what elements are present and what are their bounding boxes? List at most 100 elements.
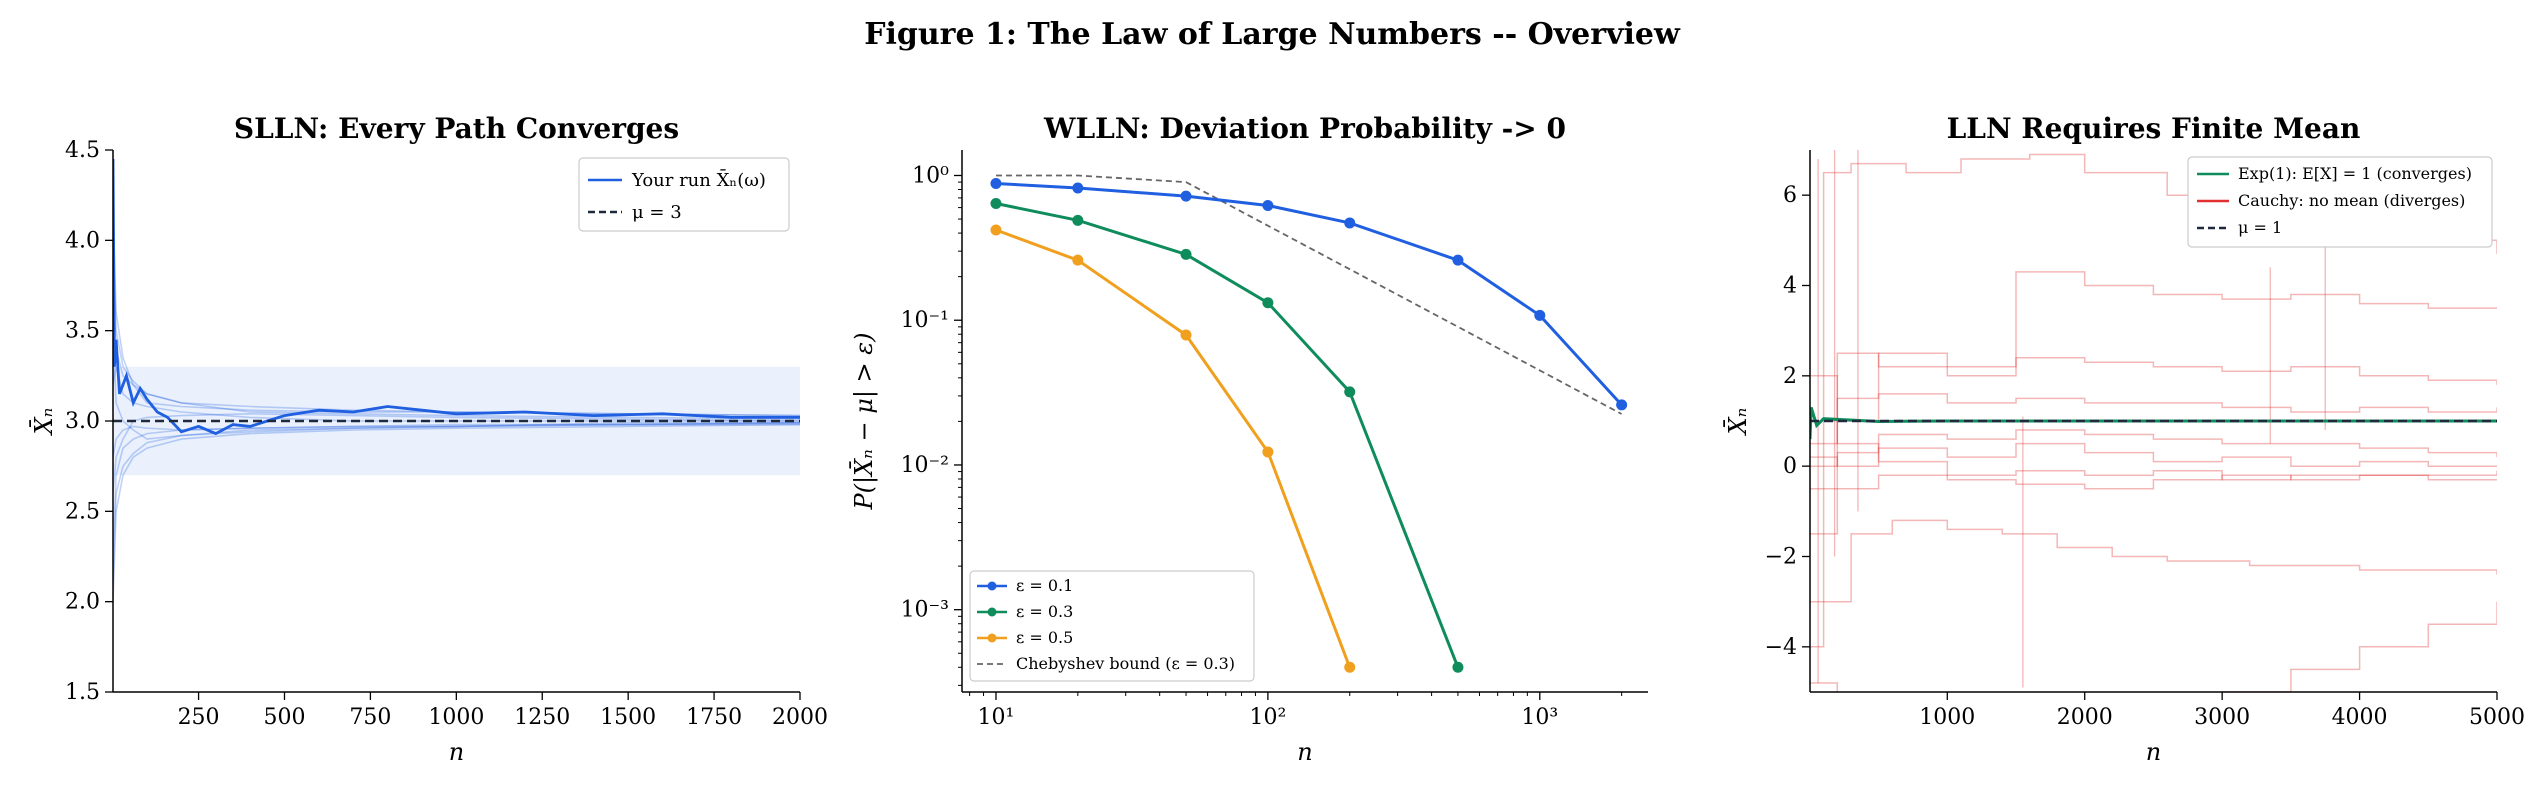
legend-box — [578, 157, 790, 232]
y-tick-label: 4.0 — [65, 228, 100, 253]
x-tick-label: 500 — [263, 705, 305, 730]
y-axis-label: X̄ₙ — [1724, 408, 1752, 437]
x-tick-label: 4000 — [2332, 705, 2388, 730]
y-tick-label: 3.5 — [65, 319, 100, 344]
panel-wlln: WLLN: Deviation Probability -> 0 10¹ 10² 10… — [850, 112, 1648, 766]
series-point — [1344, 217, 1356, 229]
series-point — [1262, 446, 1274, 458]
legend-label: Exp(1): E[X] = 1 (converges) — [2238, 164, 2472, 183]
y-tick-label: 4 — [1783, 274, 1797, 299]
series-point — [1262, 297, 1274, 309]
series-point — [990, 198, 1002, 210]
sample-path-line — [113, 330, 800, 440]
highlight-path-line — [113, 158, 800, 436]
x-tick-label: 1000 — [1919, 705, 1975, 730]
sample-path-line — [113, 423, 800, 602]
exp-series-line — [1810, 406, 2497, 440]
legend-marker — [987, 633, 997, 643]
cauchy-path-line — [1810, 271, 2497, 422]
y-tick-label: 1.5 — [65, 680, 100, 705]
y-tick-label: 10⁻³ — [901, 598, 949, 623]
figure-title: Figure 1: The Law of Large Numbers -- Ov… — [864, 17, 1681, 52]
x-tick-label: 750 — [349, 705, 391, 730]
series-point — [1072, 182, 1084, 194]
sample-path-line — [113, 204, 800, 420]
y-tick-label: −2 — [1765, 545, 1797, 570]
legend-label: μ = 1 — [2238, 218, 2282, 237]
x-axis-label: n — [2146, 738, 2161, 766]
legend: ε = 0.1 ε = 0.3 ε = 0.5 Chebyshev bound (ε … — [969, 570, 1255, 682]
series-point — [1072, 254, 1084, 266]
legend-label: ε = 0.3 — [1016, 602, 1073, 621]
cauchy-path-line — [1810, 393, 2497, 445]
x-tick-label: 10³ — [1521, 705, 1558, 730]
panel-slln: SLLN: Every Path Converges 250 500 750 1000 1… — [30, 112, 828, 766]
x-tick-label: 5000 — [2469, 705, 2525, 730]
legend: Your run X̄ₙ(ω) μ = 3 — [578, 157, 790, 232]
y-tick-label: 3.0 — [65, 409, 100, 434]
series-point — [1452, 661, 1464, 673]
series-point — [990, 178, 1002, 190]
y-tick-label: 10⁰ — [912, 163, 949, 188]
chebyshev-bound-line — [996, 174, 1623, 415]
series-point — [1616, 399, 1628, 411]
series-line — [995, 182, 1623, 406]
cauchy-path-line — [1810, 375, 2497, 481]
series-point — [1180, 329, 1192, 341]
legend-box — [969, 570, 1255, 682]
legend-label: Chebyshev bound (ε = 0.3) — [1016, 654, 1235, 673]
y-tick-label: 10⁻² — [901, 453, 949, 478]
series-point — [1452, 254, 1464, 266]
cauchy-path-line — [1810, 470, 2497, 535]
legend-label: ε = 0.1 — [1016, 576, 1073, 595]
y-tick-label: 10⁻¹ — [901, 308, 949, 333]
y-tick-label: 0 — [1783, 454, 1797, 479]
x-tick-label: 2000 — [772, 705, 828, 730]
y-tick-label: 6 — [1783, 183, 1797, 208]
legend: Exp(1): E[X] = 1 (converges) Cauchy: no m… — [2187, 156, 2493, 248]
panel-title: LLN Requires Finite Mean — [1947, 112, 2361, 145]
x-axis-label: n — [449, 738, 464, 766]
plot-area — [990, 174, 1628, 673]
cauchy-path-line — [1810, 601, 2497, 692]
panel-finite-mean: LLN Requires Finite Mean 1000 2000 3000 4000… — [1724, 112, 2525, 766]
cauchy-path-line — [1810, 442, 2497, 467]
cauchy-path-line — [1810, 352, 2497, 467]
y-tick-label: 4.5 — [65, 138, 100, 163]
series-point — [1180, 190, 1192, 202]
series-point — [1180, 248, 1192, 260]
legend-label: Your run X̄ₙ(ω) — [631, 168, 766, 191]
sample-path-line — [113, 422, 800, 584]
series-point — [1072, 214, 1084, 226]
plot-area — [1810, 150, 2497, 692]
y-tick-label: 2 — [1783, 364, 1797, 389]
x-tick-label: 1000 — [428, 705, 484, 730]
legend-marker — [987, 581, 997, 591]
legend-label: Cauchy: no mean (diverges) — [2238, 191, 2465, 210]
series-point — [1534, 309, 1546, 321]
series-point — [1262, 200, 1274, 212]
y-axis-label: P(|X̄ₙ − μ| > ε) — [850, 332, 879, 510]
y-axis-label: X̄ₙ — [30, 408, 58, 437]
y-tick-label: −4 — [1765, 635, 1797, 660]
x-tick-label: 250 — [178, 705, 220, 730]
legend-label: μ = 3 — [632, 202, 682, 223]
series-point — [1344, 661, 1356, 673]
legend-label: ε = 0.5 — [1016, 628, 1073, 647]
panel-title: SLLN: Every Path Converges — [234, 112, 679, 145]
plot-area — [113, 158, 800, 602]
x-tick-label: 10² — [1249, 705, 1286, 730]
y-tick-label: 2.5 — [65, 499, 100, 524]
legend-box — [2187, 156, 2493, 248]
cauchy-path-line — [1810, 429, 2497, 490]
series-point — [1344, 386, 1356, 398]
x-tick-label: 1500 — [600, 705, 656, 730]
cauchy-path-line — [1810, 519, 2497, 648]
x-tick-label: 3000 — [2194, 705, 2250, 730]
panel-title: WLLN: Deviation Probability -> 0 — [1043, 112, 1566, 145]
x-tick-label: 1250 — [514, 705, 570, 730]
series-point — [990, 224, 1002, 236]
x-tick-label: 2000 — [2057, 705, 2113, 730]
legend-marker — [987, 607, 997, 617]
